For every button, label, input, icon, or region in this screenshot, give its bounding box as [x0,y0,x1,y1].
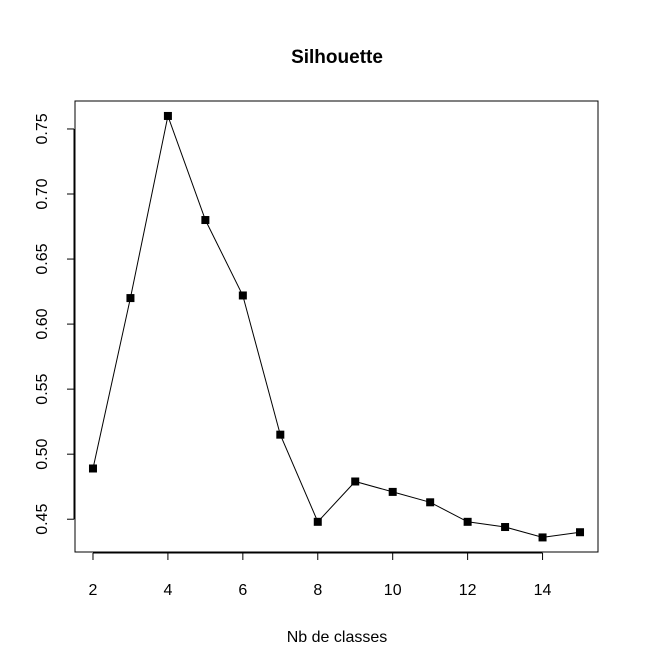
x-axis-label: Nb de classes [287,629,388,646]
y-tick-label: 0.55 [34,373,51,404]
data-point [463,517,472,526]
plot-area [88,111,585,542]
x-tick-label: 12 [459,582,477,599]
x-tick-label: 4 [163,582,172,599]
data-point [238,291,247,300]
x-tick-label: 8 [313,582,322,599]
x-tick-label: 2 [89,582,98,599]
y-axis: 0.45 0.50 0.55 0.60 0.65 0.70 0.75 [34,113,75,535]
x-axis: 2 4 6 8 10 12 14 [89,552,552,599]
chart-title: Silhouette [291,47,383,68]
data-point [388,487,397,496]
data-point [576,528,585,537]
data-point [276,430,285,439]
data-point [163,111,172,120]
y-tick-label: 0.70 [34,178,51,209]
plot-frame [74,100,599,553]
data-point [426,498,435,507]
x-tick-label: 10 [384,582,402,599]
y-tick-label: 0.65 [34,243,51,274]
y-tick-label: 0.60 [34,308,51,339]
x-tick-label: 6 [238,582,247,599]
data-point [501,523,510,532]
series-line [92,114,581,538]
x-tick-label: 14 [534,582,552,599]
data-point [313,517,322,526]
data-point [88,464,97,473]
y-tick-label: 0.50 [34,439,51,470]
y-tick-label: 0.75 [34,113,51,144]
data-point [538,533,547,542]
data-point [126,294,135,303]
data-point [351,477,360,486]
y-tick-label: 0.45 [34,504,51,535]
data-point [201,216,210,225]
